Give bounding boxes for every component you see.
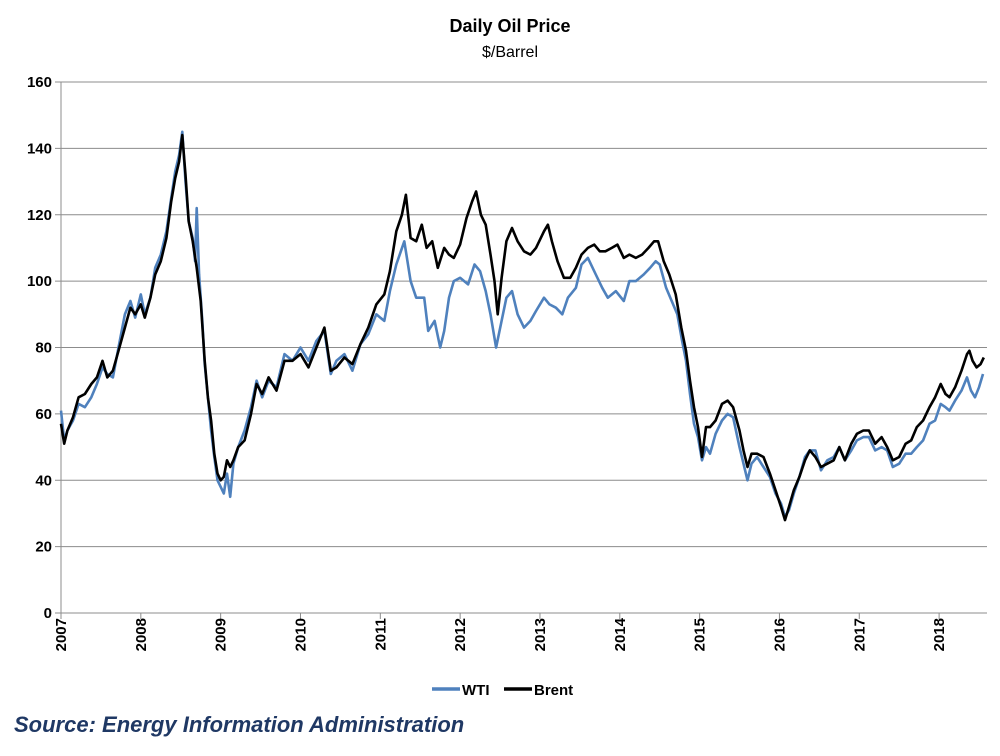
legend-label-brent: Brent [534,682,573,699]
x-tick-label: 2010 [292,618,309,651]
chart-title: Daily Oil Price [449,16,570,36]
legend: WTI Brent [432,682,573,699]
y-tick-label: 160 [27,74,52,91]
x-tick-label: 2014 [612,617,629,651]
y-tick-label: 80 [35,340,52,357]
x-tick-label: 2008 [133,618,150,651]
y-tick-label: 60 [35,406,52,423]
series-line-brent [59,133,985,522]
axes: 0 20 40 60 80 100 120 140 160 2007 2008 2009 2010 201… [27,74,987,651]
x-tick-label: 2015 [692,618,709,651]
source-note: Source: Energy Information Administratio… [14,712,465,737]
legend-label-wti: WTI [462,682,490,699]
y-tick-label: 120 [27,207,52,224]
x-tick-label: 2016 [771,618,788,651]
y-tick-label: 20 [35,539,52,556]
x-tick-label: 2012 [452,618,469,651]
y-tick-label: 40 [35,472,52,489]
x-tick-label: 2013 [532,618,549,651]
y-tick-label: 0 [44,605,52,622]
series-lines [59,130,985,522]
x-tick-label: 2009 [213,618,230,651]
x-tick-label: 2018 [931,618,948,651]
x-tick-label: 2011 [372,618,389,651]
gridlines [61,81,987,548]
chart-subtitle: $/Barrel [482,44,538,61]
x-tick-label: 2017 [851,618,868,651]
x-tick-label: 2007 [53,618,70,651]
y-tick-label: 140 [27,140,52,157]
y-tick-label: 100 [27,273,52,290]
